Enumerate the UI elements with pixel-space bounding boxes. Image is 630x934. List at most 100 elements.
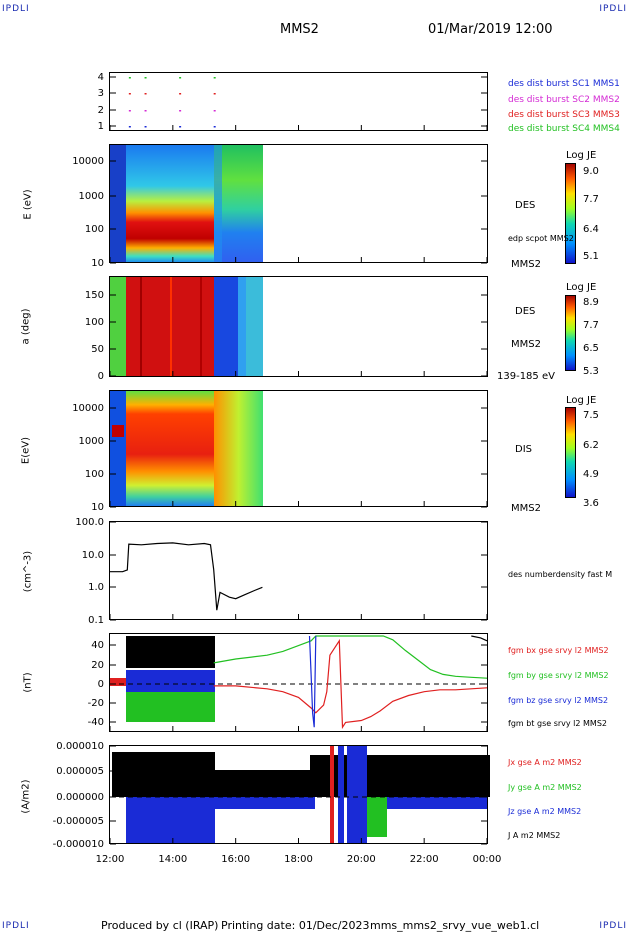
burst-marker bbox=[213, 93, 216, 95]
fgm-line bbox=[213, 638, 488, 730]
fgm-legend-bx: fgm bx gse srvy l2 MMS2 bbox=[508, 646, 609, 655]
dis-energy-panel-frame bbox=[109, 390, 488, 507]
colorbar-tick-label: 6.5 bbox=[583, 343, 599, 354]
current-legend-jx: Jx gse A m2 MMS2 bbox=[508, 758, 582, 767]
burst-legend-mms4: des dist burst SC4 MMS4 bbox=[508, 124, 620, 134]
footer-script: mms_mms2_srvy_vue_web1.cl bbox=[370, 919, 540, 932]
burst-marker bbox=[179, 77, 182, 79]
y-tick-label: 1000 bbox=[79, 191, 104, 202]
y-tick-label: 10000 bbox=[72, 156, 104, 167]
burst-legend-mms3: des dist burst SC3 MMS3 bbox=[508, 110, 620, 120]
colorbar-tick-label: 6.4 bbox=[583, 224, 599, 235]
y-tick-label: 4 bbox=[98, 72, 104, 83]
x-tick-label: 16:00 bbox=[221, 854, 250, 865]
corner-mark-top-left: IPDLI bbox=[2, 4, 30, 14]
x-tick-label: 12:00 bbox=[96, 854, 125, 865]
burst-marker bbox=[128, 93, 131, 95]
y-tick-label: -0.000010 bbox=[53, 839, 104, 850]
colorbar-tick-label: 4.9 bbox=[583, 469, 599, 480]
y-tick-label: 50 bbox=[91, 344, 104, 355]
burst-marker bbox=[179, 126, 182, 128]
y-tick-label: 1000 bbox=[79, 436, 104, 447]
colorbars bbox=[565, 163, 576, 498]
y-tick-label: 100.0 bbox=[75, 517, 104, 528]
dis-energy-label: DIS bbox=[515, 444, 532, 455]
x-tick-label: 14:00 bbox=[158, 854, 187, 865]
current-fill bbox=[112, 746, 490, 843]
burst-marker bbox=[128, 77, 131, 79]
burst-marker bbox=[128, 126, 131, 128]
density-legend: des numberdensity fast M bbox=[508, 570, 613, 579]
fgm-legend-bt: fgm bt gse srvy l2 MMS2 bbox=[508, 719, 607, 728]
colorbar-tick-label: 5.1 bbox=[583, 251, 599, 262]
fgm-legend-by: fgm by gse srvy l2 MMS2 bbox=[508, 671, 609, 680]
fgm-noise-block bbox=[110, 636, 215, 722]
y-tick-label: 0.000005 bbox=[56, 766, 104, 777]
burst-marker bbox=[213, 126, 216, 128]
burst-marker bbox=[144, 93, 147, 95]
edp-scpot-label: edp scpot MMS2 bbox=[508, 234, 574, 243]
footer-print-date: Printing date: 01/Dec/2023 bbox=[221, 919, 370, 932]
colorbar-tick-label: 8.9 bbox=[583, 297, 599, 308]
density-line bbox=[110, 542, 263, 611]
colorbar-tick-label: 7.5 bbox=[583, 410, 599, 421]
y-tick-label: 10 bbox=[91, 502, 104, 513]
des-pitch-energy-range: 139-185 eV bbox=[497, 371, 555, 382]
corner-mark-top-right: IPDLI bbox=[599, 4, 627, 14]
current-legend-j: J A m2 MMS2 bbox=[508, 831, 561, 840]
des-pitch-colorbar-title: Log JE bbox=[566, 282, 597, 293]
y-tick-label: 10000 bbox=[72, 403, 104, 414]
y-tick-label: 2 bbox=[98, 105, 104, 116]
y-tick-label: -0.000005 bbox=[53, 816, 104, 827]
y-tick-label: 150 bbox=[85, 290, 104, 301]
des-pitch-label: DES bbox=[515, 306, 536, 317]
current-legend-jy: Jy gse A m2 MMS2 bbox=[508, 783, 582, 792]
y-tick-label: -40 bbox=[88, 717, 104, 728]
fgm-line bbox=[471, 635, 488, 642]
colorbar-tick-label: 7.7 bbox=[583, 194, 599, 205]
density-panel-frame bbox=[109, 521, 488, 620]
y-tick-label: 100 bbox=[85, 317, 104, 328]
burst-legend-mms2: des dist burst SC2 MMS2 bbox=[508, 95, 620, 105]
y-tick-label: 3 bbox=[98, 88, 104, 99]
des-pitch-spectrogram bbox=[110, 277, 263, 376]
y-tick-label: 0 bbox=[98, 679, 104, 690]
des-pitch-mms-label: MMS2 bbox=[511, 339, 541, 350]
y-tick-label: 100 bbox=[85, 469, 104, 480]
corner-mark-bottom-right: IPDLI bbox=[599, 921, 627, 931]
y-tick-label: 1.0 bbox=[88, 582, 104, 593]
footer-producer: Produced by cl (IRAP) bbox=[101, 919, 219, 932]
current-legend-jz: Jz gse A m2 MMS2 bbox=[508, 807, 582, 816]
y-tick-label: 10 bbox=[91, 258, 104, 269]
datetime-title: 01/Mar/2019 12:00 bbox=[428, 22, 553, 37]
dis-energy-spectrogram bbox=[110, 391, 263, 506]
burst-marker bbox=[179, 110, 182, 112]
burst-marker bbox=[213, 110, 216, 112]
fgm-panel-frame bbox=[109, 633, 488, 732]
burst-marker bbox=[144, 110, 147, 112]
x-tick-label: 00:00 bbox=[473, 854, 502, 865]
x-tick-label: 20:00 bbox=[347, 854, 376, 865]
des-energy-label: DES bbox=[515, 200, 536, 211]
burst-marker bbox=[144, 77, 147, 79]
burst-marker bbox=[128, 110, 131, 112]
fgm-line bbox=[213, 635, 488, 679]
y-tick-label: 40 bbox=[91, 640, 104, 651]
colorbar-tick-label: 9.0 bbox=[583, 166, 599, 177]
fgm-legend-bz: fgm bz gse srvy l2 MMS2 bbox=[508, 696, 609, 705]
dis-energy-mms-label: MMS2 bbox=[511, 503, 541, 514]
y-tick-label: 1 bbox=[98, 121, 104, 132]
burst-panel-frame bbox=[109, 72, 488, 131]
y-tick-label: 0.1 bbox=[88, 615, 104, 626]
colorbar-tick-label: 5.3 bbox=[583, 366, 599, 377]
burst-legend-mms1: des dist burst SC1 MMS1 bbox=[508, 79, 620, 89]
y-tick-label: 10.0 bbox=[82, 550, 104, 561]
des-pitch-panel-frame bbox=[109, 276, 488, 377]
x-tick-label: 22:00 bbox=[410, 854, 439, 865]
des-energy-panel-frame bbox=[109, 144, 488, 263]
y-tick-label: 20 bbox=[91, 660, 104, 671]
y-tick-label: 100 bbox=[85, 224, 104, 235]
burst-marker bbox=[179, 93, 182, 95]
y-tick-label: 0.000000 bbox=[56, 792, 104, 803]
y-tick-label: -20 bbox=[88, 698, 104, 709]
